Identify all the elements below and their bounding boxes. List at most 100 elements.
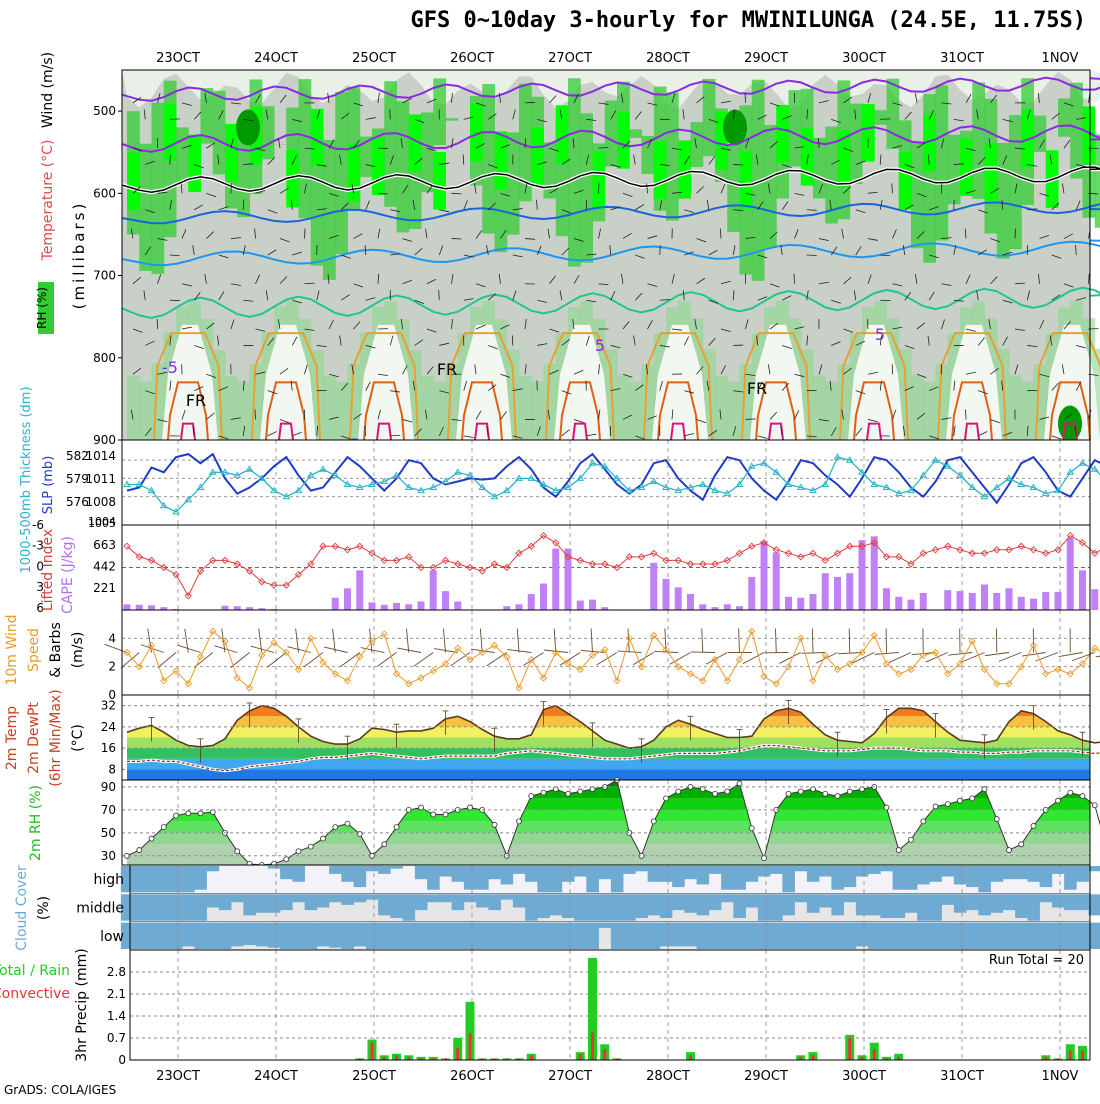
cloud-cell-middle [354, 894, 367, 902]
cloud-cell-high [648, 866, 661, 882]
cloud-cell-middle [586, 894, 599, 920]
cloud-cell-middle [672, 894, 685, 910]
cloud-cell-high [1015, 866, 1028, 879]
cloud-cell-low [488, 923, 501, 949]
precip-convective-bar [689, 1055, 692, 1060]
rh2m-marker [394, 825, 399, 830]
rh2m-marker [982, 787, 987, 792]
cloud-cell-middle [525, 894, 538, 920]
rh2m-marker [725, 789, 730, 794]
cloud-cell-middle [207, 894, 220, 907]
cape-bar [1042, 592, 1049, 610]
rh-low-cell [519, 376, 532, 440]
cloud-cell-low [354, 923, 367, 947]
rh2m-marker [737, 781, 742, 786]
rh2m-marker [529, 794, 534, 799]
cloud-cell-low [305, 923, 318, 949]
rh2m-marker [468, 805, 473, 810]
cloud-cell-high [623, 866, 636, 874]
cape-bar [993, 593, 1000, 610]
cloud-cell-low [452, 923, 465, 949]
cloud-cell-middle [378, 894, 391, 915]
rh2m-tick-label: 70 [101, 803, 116, 817]
cape-bar [234, 606, 241, 610]
rh-low-cell [813, 375, 826, 440]
cloud-cell-middle [611, 894, 624, 920]
cloud-cell-middle [660, 894, 673, 918]
date-label-bottom: 27OCT [548, 1069, 592, 1084]
cloud-cell-high [991, 866, 1004, 882]
precip-convective-bar [873, 1049, 876, 1060]
cape-bar [148, 605, 155, 610]
wind-barb [746, 419, 756, 420]
cloud-cell-low [844, 923, 857, 949]
cape-bar [418, 602, 425, 611]
wind-barb-10m [812, 629, 813, 653]
cloud-cell-high [354, 866, 367, 887]
temp-axis-label-c: (6hr Min/Max) [48, 689, 64, 786]
cloud-cell-high [562, 866, 575, 882]
cloud-cell-middle [476, 894, 489, 907]
wind-axis-label-c: & Barbs [48, 622, 64, 678]
rh-moist-cell [397, 101, 410, 232]
lifted-axis-label: Lifted Index [40, 529, 56, 611]
wind-axis-label: Wind (m/s) [40, 52, 56, 128]
cape-bar [773, 552, 780, 610]
rh-saturated-cell [531, 127, 544, 185]
cloud-cell-low [537, 923, 550, 949]
cloud-cell-high [292, 866, 305, 882]
cape-bar [503, 606, 510, 610]
rh-moist-cell [446, 118, 459, 120]
cloud-cell-low [476, 923, 489, 949]
cape-bar [944, 590, 951, 610]
slp-tick-label: 1008 [85, 495, 116, 509]
rh2m-marker [664, 796, 669, 801]
temp-axis-label-d: (°C) [70, 724, 86, 752]
cloud-cell-low [954, 923, 967, 949]
cloud-cell-low [1015, 923, 1028, 949]
precip-run-total: Run Total = 20 [989, 953, 1084, 968]
cloud-cell-low [807, 923, 820, 949]
rh2m-marker [541, 790, 546, 795]
rh-low-cell [617, 376, 630, 440]
precip-axis-label: 3hr Precip (mm) [74, 948, 90, 1061]
cloud-cell-low [856, 923, 869, 947]
cloud-cell-middle [550, 894, 563, 915]
cloud-cell-high [844, 866, 857, 887]
rh2m-tick-label: 30 [101, 849, 116, 863]
cloud-level-label: high [93, 872, 124, 888]
cloud-cell-low [256, 923, 269, 947]
cloud-cell-middle [452, 894, 465, 910]
contour-label: FR [437, 360, 457, 379]
cape-bar [1079, 570, 1086, 610]
cape-bar [981, 585, 988, 611]
cloud-cell-low [501, 923, 514, 949]
cloud-cell-low [170, 923, 183, 949]
temp-axis-label-a: 2m Temp [4, 706, 20, 770]
cloud-cell-low [280, 923, 293, 949]
rh-moist-cell [384, 81, 397, 207]
cloud-cell-middle [978, 894, 991, 915]
slp-tick-label: 1011 [85, 472, 116, 486]
wind-barb [1015, 229, 1016, 239]
rh2m-marker [235, 849, 240, 854]
pressure-tick-label: 600 [93, 186, 116, 200]
cape-bar [797, 598, 804, 610]
cape-bar [332, 598, 339, 610]
rh2m-marker [431, 812, 436, 817]
rh2m-marker [174, 813, 179, 818]
cloud-cell-low [966, 923, 979, 949]
cloud-cell-low [942, 923, 955, 949]
rh2m-marker [357, 831, 362, 836]
rh2m-marker [186, 811, 191, 816]
cape-bar [124, 604, 131, 610]
cloud-cell-high [537, 866, 550, 892]
cloud-cell-high [415, 866, 428, 879]
precip-convective-bar [1069, 1051, 1072, 1060]
rh2m-marker [798, 789, 803, 794]
date-label-top: 1NOV [1042, 51, 1079, 66]
cloud-cell-low [415, 923, 428, 949]
temperature-axis-label: Temperature (°C) [40, 140, 56, 262]
precip-tick-label: 0.7 [107, 1031, 126, 1045]
rh-saturated-cell [225, 124, 238, 182]
